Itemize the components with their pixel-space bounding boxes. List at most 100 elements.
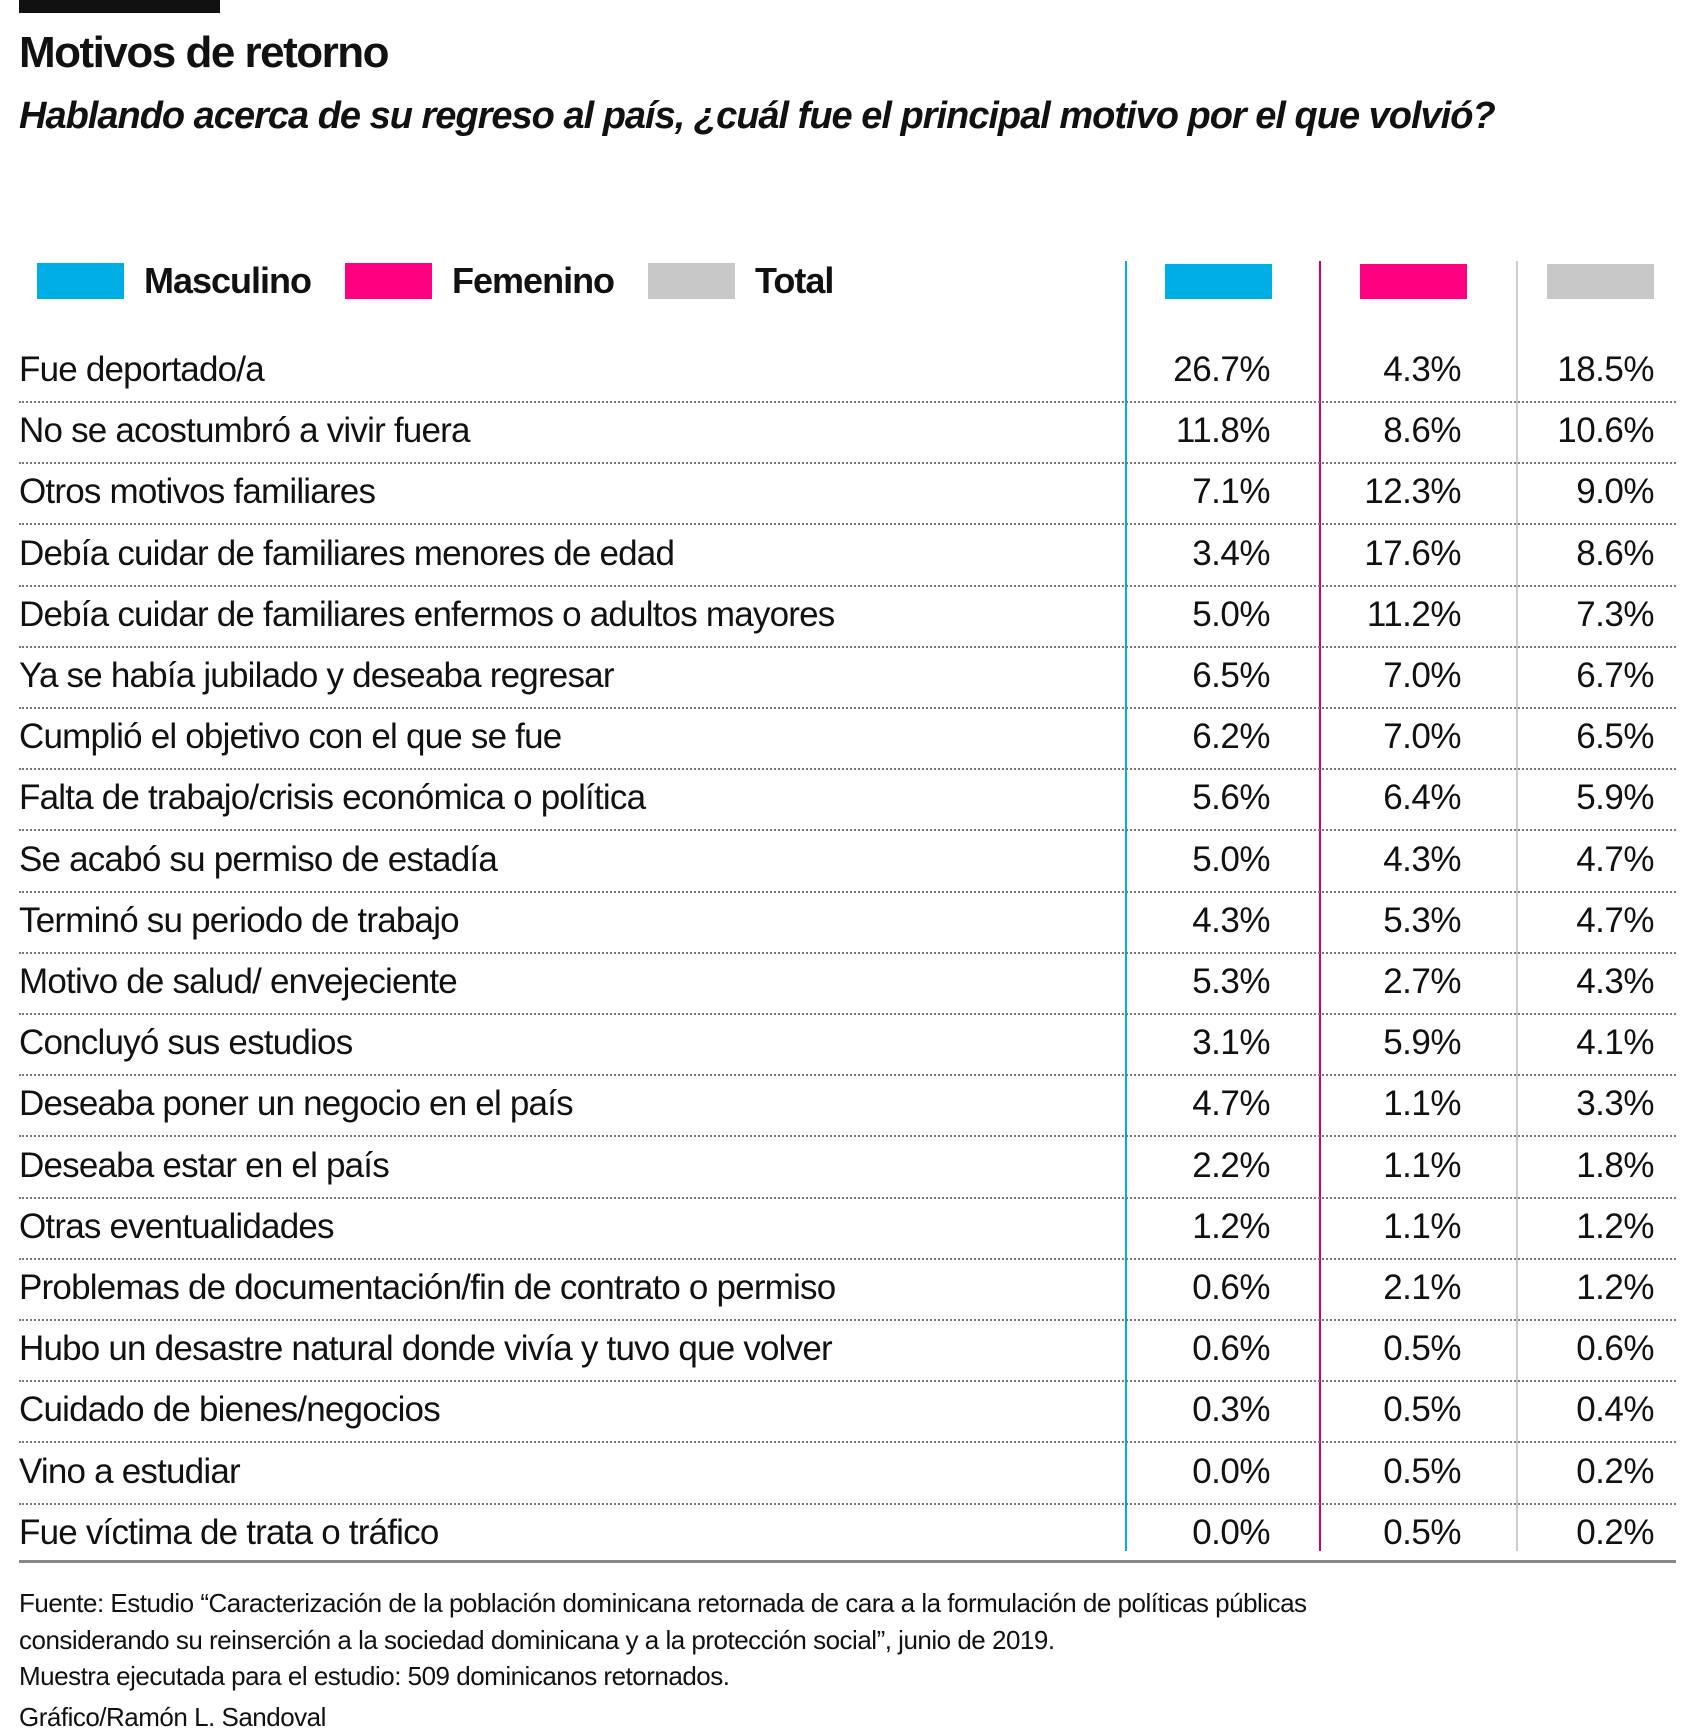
row-label: Fue víctima de trata o tráfico <box>19 1512 439 1552</box>
value-femenino: 5.9% <box>1383 1023 1461 1063</box>
source-note-line2: considerando su reinserción a la socieda… <box>19 1625 1055 1655</box>
table-row: Vino a estudiar 0.0% 0.5% 0.2% <box>19 1442 1676 1505</box>
legend-swatch-masculino <box>37 263 124 299</box>
value-total: 10.6% <box>1557 411 1654 451</box>
row-label: Otras eventualidades <box>19 1206 335 1246</box>
table-row: Concluyó sus estudios 3.1% 5.9% 4.1% <box>19 1013 1676 1077</box>
legend-swatch-femenino <box>345 263 433 299</box>
table-bottom-rule <box>19 1560 1676 1563</box>
value-total: 8.6% <box>1576 533 1654 573</box>
row-label: Deseaba estar en el país <box>19 1145 390 1185</box>
value-masculino: 11.8% <box>1175 411 1271 451</box>
value-masculino: 5.0% <box>1192 839 1270 879</box>
value-femenino: 4.3% <box>1383 350 1461 389</box>
value-masculino: 0.0% <box>1192 1512 1270 1552</box>
row-label: Hubo un desastre natural donde vivía y t… <box>19 1329 833 1369</box>
value-femenino: 12.3% <box>1364 472 1461 512</box>
credit: Gráfico/Ramón L. Sandoval <box>19 1702 326 1732</box>
value-femenino: 1.1% <box>1383 1084 1461 1124</box>
value-masculino: 6.2% <box>1192 717 1270 757</box>
value-masculino: 0.0% <box>1192 1451 1270 1491</box>
row-label: Falta de trabajo/crisis económica o polí… <box>19 778 646 818</box>
value-masculino: 3.1% <box>1192 1023 1270 1063</box>
value-femenino: 1.1% <box>1383 1145 1461 1185</box>
table-row: Se acabó su permiso de estadía 5.0% 4.3% 4.… <box>19 830 1676 893</box>
row-label: Deseaba poner un negocio en el país <box>19 1084 574 1124</box>
table-row: Debía cuidar de familiares menores de ed… <box>19 524 1676 587</box>
row-label: Se acabó su permiso de estadía <box>19 839 498 879</box>
value-masculino: 5.0% <box>1192 594 1270 634</box>
sample-note: Muestra ejecutada para el estudio: 509 d… <box>19 1661 730 1691</box>
column-header-femenino <box>1360 264 1467 299</box>
value-total: 0.2% <box>1576 1512 1654 1552</box>
value-femenino: 1.1% <box>1383 1206 1461 1246</box>
value-total: 4.1% <box>1576 1023 1654 1063</box>
value-femenino: 7.0% <box>1383 656 1461 695</box>
table-row: Debía cuidar de familiares enfermos o ad… <box>19 585 1676 648</box>
table-row: Terminó su periodo de trabajo 4.3% 5.3% 4.7… <box>19 891 1676 954</box>
row-label: Cumplió el objetivo con el que se fue <box>19 717 562 757</box>
legend-label-total: Total <box>755 260 834 301</box>
value-total: 4.7% <box>1576 900 1654 940</box>
table-row: Otros motivos familiares 7.1% 12.3% 9.0% <box>19 462 1676 526</box>
value-total: 1.2% <box>1576 1268 1654 1307</box>
row-label: Motivo de salud/ envejeciente <box>19 962 458 1001</box>
value-femenino: 17.6% <box>1364 533 1461 573</box>
value-total: 4.7% <box>1576 839 1654 879</box>
legend-swatch-total <box>648 263 736 299</box>
chart-title: Motivos de retorno <box>19 28 390 77</box>
value-total: 4.3% <box>1576 962 1654 1001</box>
value-masculino: 0.6% <box>1192 1329 1270 1369</box>
table-row: Problemas de documentación/fin de contra… <box>19 1258 1676 1321</box>
value-total: 1.8% <box>1576 1145 1654 1185</box>
row-label: Cuidado de bienes/negocios <box>19 1390 441 1430</box>
value-femenino: 6.4% <box>1383 778 1461 818</box>
row-label: Otros motivos familiares <box>19 472 376 512</box>
table-row: Otras eventualidades 1.2% 1.1% 1.2% <box>19 1197 1676 1260</box>
column-header-masculino <box>1165 264 1272 299</box>
table-row: Falta de trabajo/crisis económica o polí… <box>19 768 1676 832</box>
legend: Masculino Femenino Total <box>37 260 867 301</box>
column-header-total <box>1547 264 1654 299</box>
table-row: Fue deportado/a 26.7% 4.3% 18.5% <box>19 340 1676 403</box>
value-total: 0.6% <box>1576 1329 1654 1369</box>
value-total: 6.7% <box>1576 656 1654 695</box>
row-label: Vino a estudiar <box>19 1451 241 1491</box>
row-label: Concluyó sus estudios <box>19 1023 353 1063</box>
value-masculino: 6.5% <box>1192 656 1270 695</box>
column-divider-total <box>1516 261 1518 1551</box>
value-masculino: 3.4% <box>1192 533 1270 573</box>
value-total: 3.3% <box>1576 1084 1654 1124</box>
table-row: Deseaba estar en el país 2.2% 1.1% 1.8% <box>19 1136 1676 1199</box>
row-label: Ya se había jubilado y deseaba regresar <box>19 656 614 695</box>
value-total: 0.4% <box>1576 1390 1654 1430</box>
table-row: Fue víctima de trata o tráfico 0.0% 0.5% 0.… <box>19 1503 1676 1564</box>
value-femenino: 8.6% <box>1383 411 1461 451</box>
value-femenino: 2.7% <box>1383 962 1461 1001</box>
column-divider-femenino <box>1319 261 1321 1551</box>
value-masculino: 0.3% <box>1192 1390 1270 1430</box>
row-label: Terminó su periodo de trabajo <box>19 900 460 940</box>
legend-label-masculino: Masculino <box>144 260 312 301</box>
row-label: No se acostumbró a vivir fuera <box>19 411 470 451</box>
value-total: 9.0% <box>1576 472 1654 512</box>
value-total: 1.2% <box>1576 1206 1654 1246</box>
table-row: No se acostumbró a vivir fuera 11.8% 8.6% 1… <box>19 401 1676 465</box>
value-masculino: 1.2% <box>1192 1206 1270 1246</box>
value-masculino: 4.7% <box>1192 1084 1270 1124</box>
table-row: Cumplió el objetivo con el que se fue 6.2… <box>19 707 1676 771</box>
value-masculino: 2.2% <box>1192 1145 1270 1185</box>
value-femenino: 11.2% <box>1366 594 1462 634</box>
row-label: Problemas de documentación/fin de contra… <box>19 1268 836 1307</box>
value-total: 7.3% <box>1576 594 1654 634</box>
value-femenino: 0.5% <box>1383 1451 1461 1491</box>
value-total: 5.9% <box>1576 778 1654 818</box>
value-femenino: 0.5% <box>1383 1512 1461 1552</box>
value-femenino: 7.0% <box>1383 717 1461 757</box>
row-label: Debía cuidar de familiares menores de ed… <box>19 533 675 573</box>
value-femenino: 0.5% <box>1383 1329 1461 1369</box>
value-total: 0.2% <box>1576 1451 1654 1491</box>
legend-label-femenino: Femenino <box>452 260 615 301</box>
value-femenino: 0.5% <box>1383 1390 1461 1430</box>
table-row: Hubo un desastre natural donde vivía y t… <box>19 1319 1676 1383</box>
